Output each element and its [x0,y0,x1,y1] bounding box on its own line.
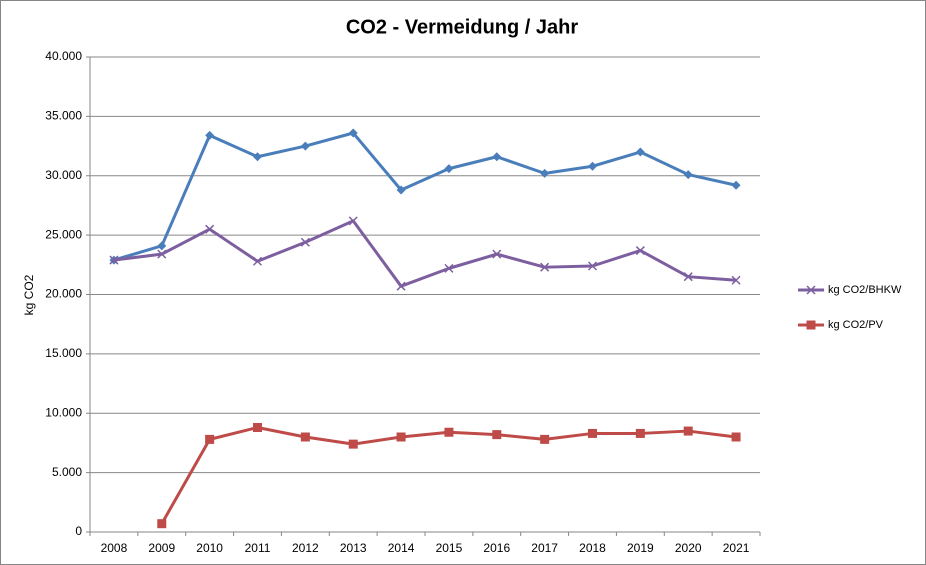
data-point [396,185,406,195]
data-point [205,224,215,234]
data-point [587,261,598,271]
data-point [444,164,454,174]
data-point [300,141,310,151]
data-point [731,180,741,190]
y-tick-label: 20.000 [45,287,82,301]
data-point [683,426,693,436]
data-point [396,432,406,442]
data-point [540,168,550,178]
x-tick-label: 2015 [436,541,463,555]
x-tick-label: 2013 [340,541,367,555]
x-tick-label: 2008 [101,541,128,555]
x-tick-label: 2014 [388,541,415,555]
y-tick-label: 35.000 [45,109,82,123]
data-point [492,430,502,440]
data-point [444,263,454,273]
legend-marker [806,320,816,330]
data-point [348,439,358,449]
y-tick-label: 40.000 [45,49,82,63]
data-point [253,152,262,162]
data-point [253,423,262,432]
data-point [492,152,502,162]
data-point [348,216,358,226]
x-tick-label: 2011 [245,541,271,555]
data-point [300,432,310,442]
data-point [444,427,454,437]
data-point [588,161,597,171]
x-tick-label: 2017 [531,541,558,555]
data-point [109,255,119,265]
y-tick-label: 5.000 [52,465,82,479]
data-point [635,147,645,157]
data-point [252,256,263,266]
y-tick-label: 15.000 [45,346,82,360]
y-tick-label: 30.000 [45,168,82,182]
data-point [396,281,406,291]
data-point [635,246,645,256]
x-tick-label: 2019 [627,541,654,555]
data-point [540,434,550,444]
data-point [588,428,597,438]
data-point [205,130,215,140]
x-tick-label: 2020 [675,541,702,555]
data-point [157,249,167,259]
y-tick-label: 25.000 [45,227,82,241]
x-tick-label: 2012 [292,541,319,555]
x-tick-label: 2021 [723,541,750,555]
data-point [205,434,215,444]
x-tick-label: 2009 [148,541,175,555]
x-tick-label: 2018 [579,541,606,555]
x-tick-label: 2016 [483,541,510,555]
data-point [540,262,550,272]
y-tick-label: 0 [75,524,82,538]
data-point [731,432,741,442]
series-line [113,131,737,262]
data-point [300,237,310,247]
chart-title: CO2 - Vermeidung / Jahr [346,16,579,38]
y-tick-label: 10.000 [45,405,82,419]
data-point [683,272,693,282]
legend-label: kg CO2/BHKW [828,284,902,296]
y-axis-label: kg CO2 [22,274,36,315]
legend-marker [806,285,816,295]
data-point [635,428,645,438]
data-point [731,275,741,285]
data-point [157,519,167,529]
x-tick-label: 2010 [196,541,223,555]
data-point [157,241,167,251]
data-point [683,170,693,180]
data-point [492,249,502,259]
data-point [348,128,358,138]
legend-label: kg CO2/PV [828,319,884,331]
series-line [113,219,737,288]
